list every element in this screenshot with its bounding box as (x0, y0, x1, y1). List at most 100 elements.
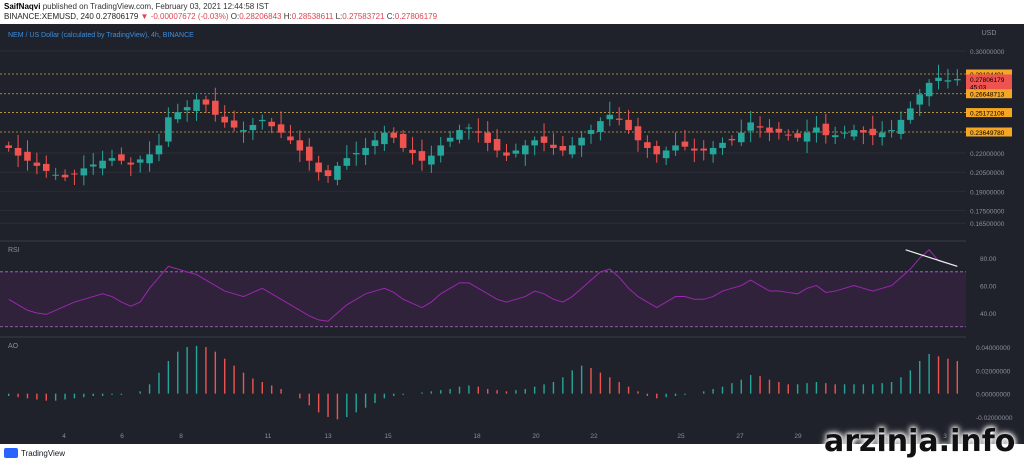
time-tick-label: 15 (384, 433, 392, 440)
chart-legend[interactable]: NEM / US Dollar (calculated by TradingVi… (8, 32, 194, 39)
author-name[interactable]: SaifNaqvi (4, 2, 41, 11)
candle (625, 119, 632, 131)
close-value: 0.27806179 (394, 12, 438, 21)
candle (52, 174, 59, 176)
candle (268, 121, 275, 127)
candle (221, 116, 229, 123)
candle (775, 128, 783, 133)
candle (24, 151, 31, 161)
candle (935, 77, 942, 81)
candle (531, 140, 538, 146)
high-value: 0.28538611 (291, 12, 334, 21)
time-tick-label: Fe (881, 433, 889, 440)
chart-canvas[interactable]: NEM / US Dollar (calculated by TradingVi… (0, 24, 1024, 444)
candle (803, 132, 811, 142)
candle (371, 140, 379, 147)
header-bar: SaifNaqvi published on TradingView.com, … (0, 0, 1024, 24)
time-tick-label: 8 (179, 433, 183, 440)
candle (230, 120, 238, 128)
candle (597, 121, 604, 132)
candle (869, 128, 877, 136)
site-watermark: arzinja.info (824, 424, 1016, 459)
candle (634, 126, 642, 141)
candle (841, 132, 848, 134)
high-label: H: (283, 12, 292, 21)
candle (202, 99, 210, 105)
ao-title: AO (8, 343, 19, 350)
candle (437, 145, 445, 156)
candle (118, 154, 125, 161)
price-tag (966, 82, 1012, 92)
price-tick-label: 0.16500000 (970, 221, 1005, 228)
candle (653, 146, 661, 155)
candle (296, 140, 304, 151)
candle (784, 134, 792, 136)
candle (390, 132, 398, 138)
candle (860, 130, 867, 133)
candle (615, 118, 623, 120)
candle (165, 117, 172, 142)
candle (80, 168, 88, 176)
low-value: 0.27583721 (342, 12, 385, 21)
candle (352, 153, 360, 155)
candle (606, 114, 614, 120)
rsi-tick-label: 40.00 (980, 311, 997, 318)
candle (381, 132, 388, 145)
price-labels: 0.281944910.2780617945:030.266487130.251… (966, 69, 1012, 137)
candle (897, 119, 905, 134)
candle (700, 148, 708, 151)
price-axis[interactable]: 0.30000000 0.22000000 0.20500000 0.19000000… (970, 49, 1005, 228)
price-tag-text: 0.23649780 (970, 130, 1005, 137)
time-tick-label: 13 (324, 433, 332, 440)
price-change: ▼ -0.00007672 (-0.03%) (140, 12, 229, 21)
rsi-trendline (905, 249, 958, 267)
tradingview-logo[interactable]: TradingView (4, 448, 65, 458)
candle (925, 82, 933, 97)
time-axis[interactable]: 4 6 8 11 13 15 18 20 22 25 27 29 Fe 3 (62, 433, 947, 440)
candle (465, 127, 473, 129)
candle (324, 170, 332, 177)
candle (794, 133, 801, 138)
ao-axis: 0.04000000 0.02000000 0.00000000 -0.0200000… (976, 345, 1013, 422)
candle (61, 174, 69, 178)
candle (343, 158, 351, 166)
candle (766, 127, 773, 133)
publish-text: published on TradingView.com, February 0… (42, 2, 269, 11)
rsi-pane (0, 249, 966, 328)
candle (756, 126, 764, 128)
candle (5, 145, 12, 148)
candle (662, 150, 670, 159)
candle (587, 130, 595, 134)
candle (409, 149, 416, 154)
ao-tick-label: 0.00000000 (976, 392, 1011, 399)
candle (709, 147, 717, 155)
candle (850, 130, 858, 137)
price-grid (0, 50, 966, 224)
candle (183, 107, 191, 111)
rsi-axis: 80.00 60.00 40.00 (980, 256, 997, 318)
open-label: O: (230, 12, 240, 21)
candle (550, 144, 557, 148)
time-tick-label: 29 (794, 433, 802, 440)
price-tag (966, 89, 1012, 99)
candle (475, 131, 482, 133)
ao-pane (7, 345, 959, 420)
price-tag-text: 0.27806179 (970, 77, 1005, 84)
candle (568, 145, 576, 155)
last-price: 0.27806179 (96, 12, 139, 21)
time-tick-label: 6 (120, 433, 124, 440)
candle (249, 124, 257, 131)
price-tag (966, 74, 1012, 84)
price-tag-text: 0.25172108 (970, 111, 1005, 118)
candle (672, 145, 679, 151)
price-tag-text: 0.26648713 (970, 92, 1005, 99)
time-tick-label: 22 (590, 433, 598, 440)
chart-area[interactable]: NEM / US Dollar (calculated by TradingVi… (0, 24, 1024, 444)
candle (428, 155, 435, 165)
footer-bar: TradingView (0, 444, 1024, 464)
candle (99, 160, 106, 169)
candle (493, 139, 501, 151)
price-tag (966, 69, 1012, 79)
candle (108, 158, 116, 161)
time-tick-label: 4 (62, 433, 66, 440)
